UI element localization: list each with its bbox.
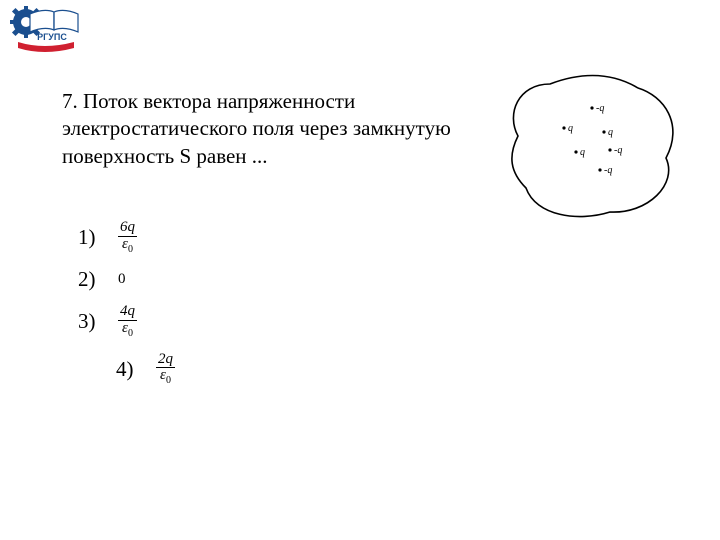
svg-text:q: q	[608, 127, 613, 138]
option-4-value: 2q ε0	[156, 352, 175, 387]
option-2-value: 0	[118, 271, 126, 288]
svg-text:q: q	[568, 123, 573, 134]
book-icon	[30, 10, 78, 32]
logo-banner	[18, 42, 74, 52]
option-1: 1) 6q ε0	[78, 220, 175, 255]
question-text: 7. Поток вектора напряженности электрост…	[62, 88, 462, 170]
option-4: 4) 2q ε0	[116, 352, 175, 387]
logo-text: РГУПС	[37, 32, 67, 42]
surface-boundary	[512, 76, 673, 217]
option-1-value: 6q ε0	[118, 220, 137, 255]
svg-text:q: q	[580, 147, 585, 158]
answer-options: 1) 6q ε0 2) 0 3) 4q ε0 4) 2q ε0	[78, 220, 175, 399]
option-4-number: 4)	[116, 357, 156, 382]
option-2: 2) 0	[78, 267, 175, 292]
svg-text:-q: -q	[596, 103, 604, 114]
option-3-number: 3)	[78, 309, 118, 334]
svg-text:-q: -q	[614, 145, 622, 156]
option-1-number: 1)	[78, 225, 118, 250]
option-2-number: 2)	[78, 267, 118, 292]
closed-surface-diagram: -q q q q -q -q	[488, 66, 688, 226]
option-3-value: 4q ε0	[118, 304, 137, 339]
institution-logo: РГУПС	[8, 4, 80, 52]
svg-text:-q: -q	[604, 165, 612, 176]
option-3: 3) 4q ε0	[78, 304, 175, 339]
